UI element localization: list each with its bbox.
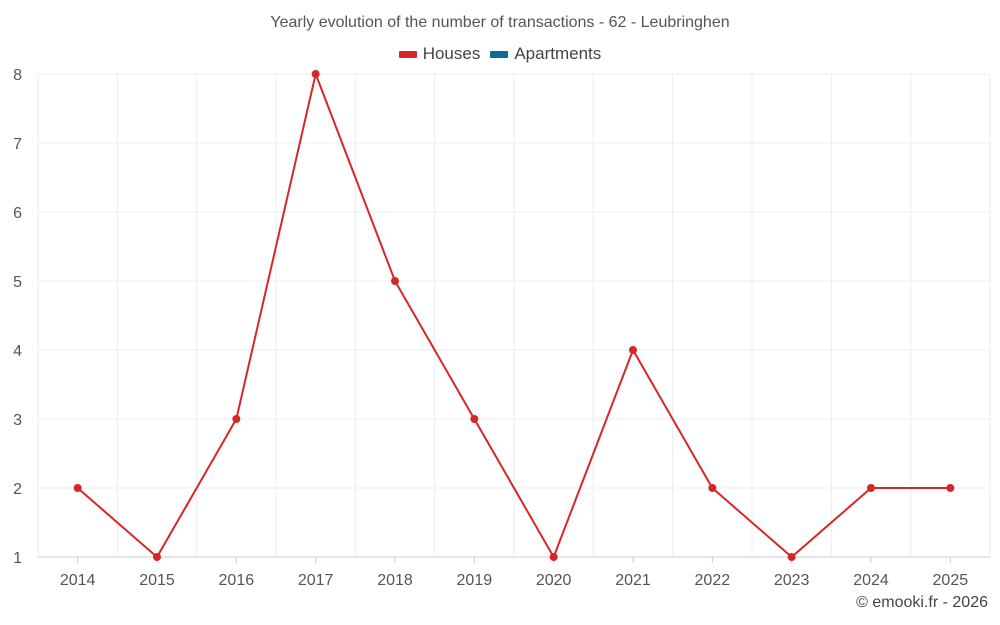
series-line-houses [77,73,951,558]
legend-swatch-houses [398,50,417,58]
legend-label-apartments: Apartments [514,44,602,63]
data-point-houses [391,277,399,285]
x-tick-label: 2018 [377,572,413,589]
x-tick-label: 2016 [219,572,255,589]
x-tick-label: 2020 [536,572,572,589]
x-tick-label: 2019 [457,572,493,589]
data-point-houses [232,415,241,423]
data-point-houses [73,484,82,492]
legend-swatch-apartments [490,50,509,58]
y-tick-label: 2 [13,481,22,498]
y-tick-label: 5 [13,274,22,291]
legend-item-houses[interactable]: Houses [398,44,481,64]
y-tick-label: 6 [13,205,22,222]
x-tick-label: 2025 [933,572,969,589]
x-tick-label: 2022 [695,572,731,589]
y-tick-label: 7 [13,136,22,153]
data-point-houses [629,346,637,354]
x-tick-label: 2024 [853,572,889,589]
data-point-houses [549,553,558,561]
x-tick-label: 2021 [615,572,651,589]
x-tick-label: 2015 [139,572,175,589]
data-point-houses [946,484,955,492]
data-point-houses [787,553,796,561]
data-point-houses [311,70,320,78]
chart-title: Yearly evolution of the number of transa… [270,14,730,31]
y-tick-label: 8 [13,67,22,84]
y-tick-label: 3 [13,412,22,429]
y-tick-label: 1 [13,550,22,567]
y-tick-label: 4 [13,343,22,360]
data-point-houses [708,484,717,492]
data-point-houses [470,415,479,423]
data-point-houses [867,484,875,492]
legend-label-houses: Houses [422,44,481,63]
x-tick-label: 2023 [774,572,810,589]
x-tick-label: 2017 [298,572,334,589]
legend-item-apartments[interactable]: Apartments [490,44,601,64]
legend: Houses Apartments [0,44,1000,64]
x-tick-label: 2014 [60,572,96,589]
data-point-houses [153,553,161,561]
credit-text: © emooki.fr - 2026 [856,594,988,611]
